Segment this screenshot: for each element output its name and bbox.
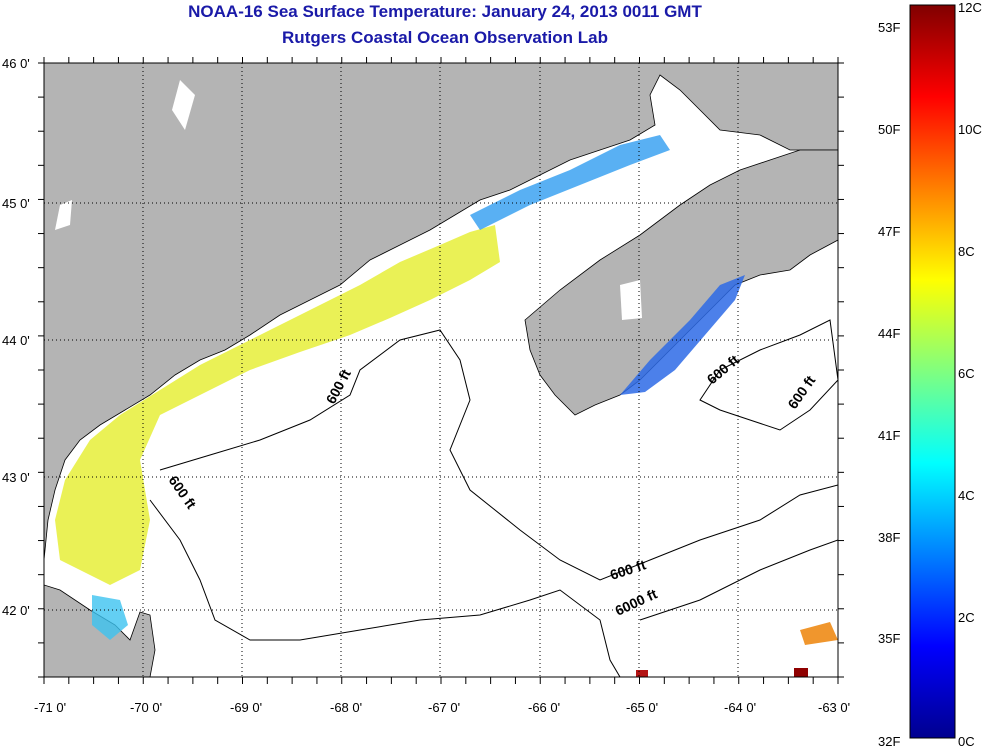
colorbar-f-label: 53F xyxy=(878,20,900,35)
sst-spot xyxy=(794,668,808,677)
lat-label: 46 0' xyxy=(2,56,30,71)
sst-coastal-band xyxy=(55,225,500,585)
lon-label: -67 0' xyxy=(428,700,460,715)
lake xyxy=(620,280,642,320)
sst-nova-scotia-cold xyxy=(620,275,745,395)
lon-label: -63 0' xyxy=(818,700,850,715)
map-title: NOAA-16 Sea Surface Temperature: January… xyxy=(188,2,702,21)
colorbar-c-label: 12C xyxy=(958,0,982,15)
colorbar-f-label: 44F xyxy=(878,326,900,341)
lat-label: 44 0' xyxy=(2,333,30,348)
lake xyxy=(172,80,195,130)
sst-cape-cod-cold xyxy=(92,595,128,640)
axis-ticks xyxy=(38,57,844,684)
depth-contours xyxy=(149,319,838,677)
colorbar-c-label: 10C xyxy=(958,122,982,137)
lat-label: 42 0' xyxy=(2,603,30,618)
lon-label: -64 0' xyxy=(724,700,756,715)
colorbar xyxy=(909,4,956,739)
lon-label: -71 0' xyxy=(34,700,66,715)
colorbar-c-label: 6C xyxy=(958,366,975,381)
colorbar-f-label: 38F xyxy=(878,530,900,545)
sst-nearshore-cold xyxy=(470,135,670,230)
lon-label: -65 0' xyxy=(626,700,658,715)
lon-label: -68 0' xyxy=(330,700,362,715)
sst-southeast-warm xyxy=(800,622,838,645)
lon-label: -66 0' xyxy=(528,700,560,715)
lon-label: -69 0' xyxy=(230,700,262,715)
colorbar-f-label: 47F xyxy=(878,224,900,239)
sst-spot xyxy=(636,670,648,677)
colorbar-f-label: 50F xyxy=(878,122,900,137)
lake xyxy=(55,200,72,230)
graticule xyxy=(44,63,838,677)
map-subtitle: Rutgers Coastal Ocean Observation Lab xyxy=(282,28,608,47)
lon-label: -70 0' xyxy=(130,700,162,715)
lat-label: 43 0' xyxy=(2,470,30,485)
colorbar-c-label: 0C xyxy=(958,734,975,749)
colorbar-f-label: 32F xyxy=(878,734,900,749)
land-nova-scotia xyxy=(524,149,838,416)
lat-label: 45 0' xyxy=(2,196,30,211)
colorbar-c-label: 4C xyxy=(958,488,975,503)
colorbar-c-label: 2C xyxy=(958,610,975,625)
colorbar-f-label: 35F xyxy=(878,631,900,646)
colorbar-c-label: 8C xyxy=(958,244,975,259)
colorbar-f-label: 41F xyxy=(878,428,900,443)
